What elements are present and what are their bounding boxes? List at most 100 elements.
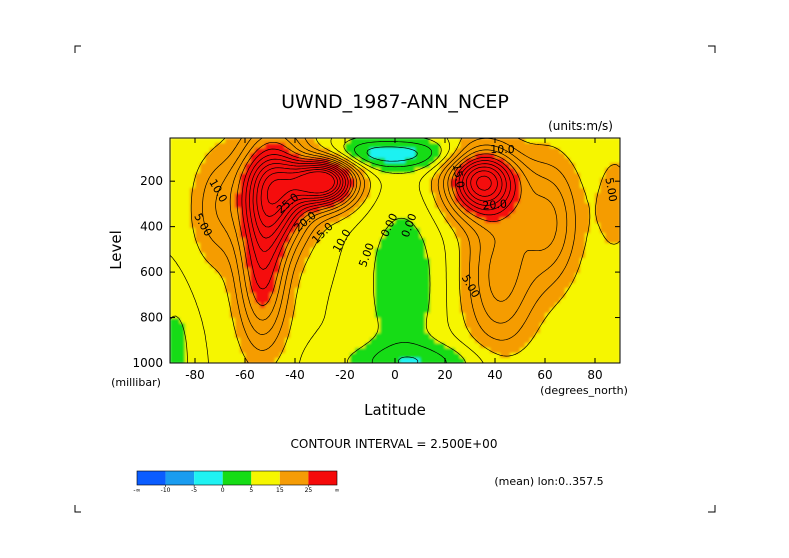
field-cell bbox=[560, 143, 566, 149]
field-cell bbox=[485, 168, 491, 174]
field-cell bbox=[530, 298, 536, 304]
field-cell bbox=[170, 253, 176, 259]
field-cell bbox=[565, 298, 571, 304]
field-cell bbox=[380, 223, 386, 229]
field-cell bbox=[390, 238, 396, 244]
field-cell bbox=[225, 188, 231, 194]
field-cell bbox=[365, 278, 371, 284]
field-cell bbox=[320, 313, 326, 319]
field-cell bbox=[605, 178, 611, 184]
field-cell bbox=[250, 258, 256, 264]
field-cell bbox=[465, 218, 471, 224]
field-cell bbox=[220, 163, 226, 169]
field-cell bbox=[480, 318, 486, 324]
field-cell bbox=[205, 213, 211, 219]
field-cell bbox=[425, 343, 431, 349]
field-cell bbox=[270, 208, 276, 214]
field-cell bbox=[410, 338, 416, 344]
field-cell bbox=[335, 138, 341, 144]
field-cell bbox=[185, 163, 191, 169]
field-cell bbox=[180, 193, 186, 199]
field-cell bbox=[420, 303, 426, 309]
field-cell bbox=[605, 283, 611, 289]
field-cell bbox=[540, 278, 546, 284]
field-cell bbox=[525, 353, 531, 359]
field-cell bbox=[250, 298, 256, 304]
field-cell bbox=[495, 313, 501, 319]
field-cell bbox=[340, 268, 346, 274]
field-cell bbox=[185, 138, 191, 144]
field-cell bbox=[405, 348, 411, 354]
field-cell bbox=[525, 298, 531, 304]
field-cell bbox=[580, 153, 586, 159]
field-cell bbox=[530, 213, 536, 219]
field-cell bbox=[260, 253, 266, 259]
field-cell bbox=[330, 313, 336, 319]
field-cell bbox=[290, 318, 296, 324]
field-cell bbox=[445, 303, 451, 309]
field-cell bbox=[375, 353, 381, 359]
field-cell bbox=[230, 328, 236, 334]
field-cell bbox=[555, 228, 561, 234]
field-cell bbox=[300, 138, 306, 144]
field-cell bbox=[445, 263, 451, 269]
field-cell bbox=[470, 253, 476, 259]
field-cell bbox=[425, 353, 431, 359]
field-cell bbox=[360, 213, 366, 219]
field-cell bbox=[245, 303, 251, 309]
field-cell bbox=[545, 218, 551, 224]
field-cell bbox=[235, 153, 241, 159]
field-cell bbox=[395, 273, 401, 279]
field-cell bbox=[255, 278, 261, 284]
field-cell bbox=[320, 198, 326, 204]
field-cell bbox=[610, 188, 616, 194]
field-cell bbox=[180, 218, 186, 224]
field-cell bbox=[295, 268, 301, 274]
field-cell bbox=[210, 358, 216, 363]
field-cell bbox=[365, 358, 371, 363]
field-cell bbox=[210, 288, 216, 294]
field-cell bbox=[490, 298, 496, 304]
field-cell bbox=[405, 323, 411, 329]
field-cell bbox=[395, 333, 401, 339]
field-cell bbox=[240, 353, 246, 359]
field-cell bbox=[300, 303, 306, 309]
field-cell bbox=[535, 258, 541, 264]
field-cell bbox=[325, 343, 331, 349]
field-cell bbox=[435, 143, 441, 149]
field-cell bbox=[205, 343, 211, 349]
field-cell bbox=[530, 283, 536, 289]
field-cell bbox=[305, 298, 311, 304]
field-cell bbox=[355, 168, 361, 174]
field-cell bbox=[450, 308, 456, 314]
field-cell bbox=[550, 298, 556, 304]
colorbar-swatch bbox=[251, 471, 280, 485]
field-cell bbox=[305, 238, 311, 244]
field-cell bbox=[170, 148, 176, 154]
field-cell bbox=[600, 198, 606, 204]
field-cell bbox=[515, 278, 521, 284]
field-cell bbox=[460, 158, 466, 164]
field-cell bbox=[380, 318, 386, 324]
field-cell bbox=[275, 353, 281, 359]
field-cell bbox=[215, 163, 221, 169]
field-cell bbox=[270, 313, 276, 319]
field-cell bbox=[600, 263, 606, 269]
x-tick-label: -80 bbox=[185, 368, 205, 382]
field-cell bbox=[375, 323, 381, 329]
field-cell bbox=[380, 283, 386, 289]
field-cell bbox=[390, 198, 396, 204]
field-cell bbox=[200, 338, 206, 344]
field-cell bbox=[380, 278, 386, 284]
field-cell bbox=[590, 243, 596, 249]
field-cell bbox=[195, 218, 201, 224]
field-cell bbox=[585, 338, 591, 344]
field-cell bbox=[555, 153, 561, 159]
field-cell bbox=[540, 238, 546, 244]
field-cell bbox=[505, 233, 511, 239]
field-cell bbox=[215, 273, 221, 279]
field-cell bbox=[245, 323, 251, 329]
field-cell bbox=[325, 248, 331, 254]
field-cell bbox=[450, 233, 456, 239]
field-cell bbox=[445, 333, 451, 339]
